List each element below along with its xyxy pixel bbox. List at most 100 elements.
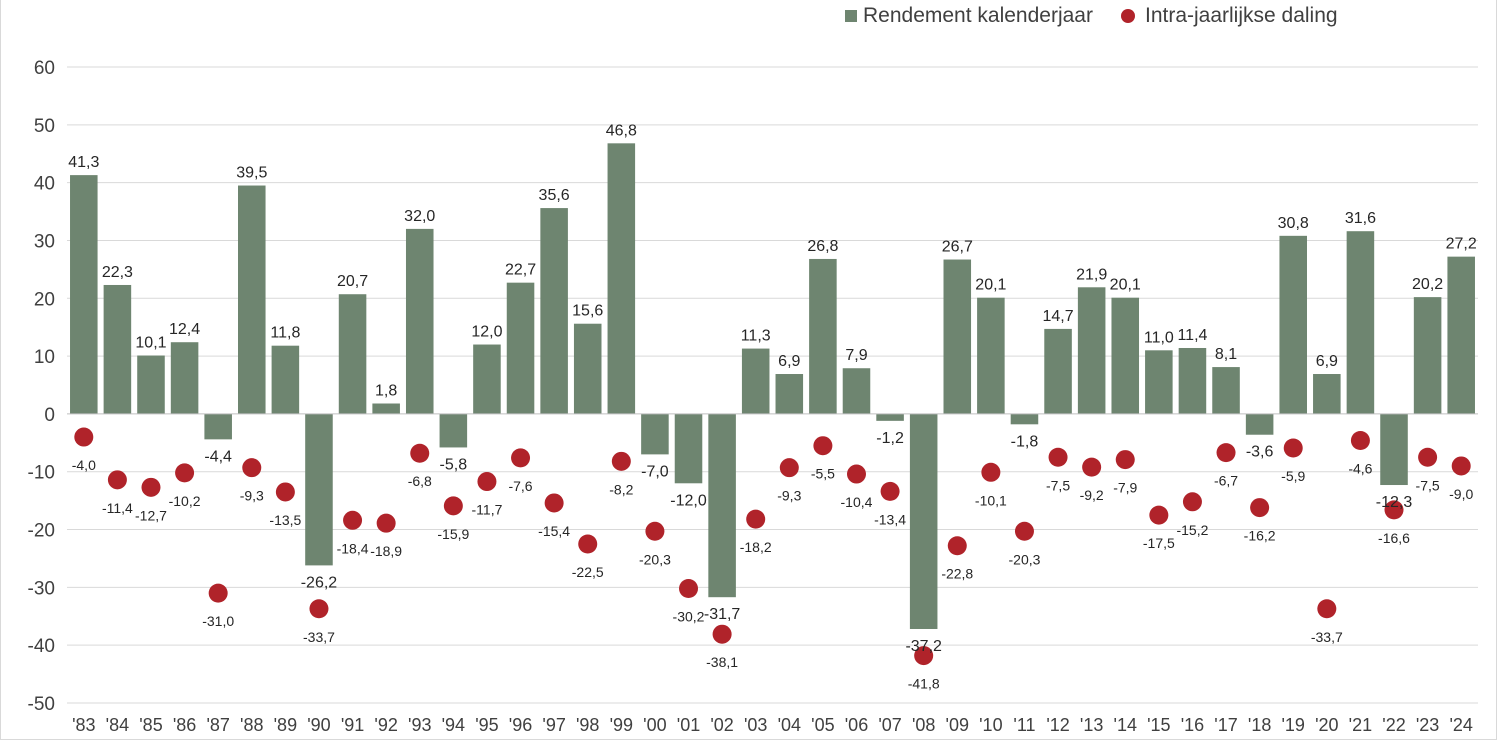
x-tick-label: '84 [106,715,129,735]
dot-label: -18,2 [740,539,772,555]
bar [1111,297,1140,414]
bar-label: 11,8 [270,325,300,342]
dot-label: -38,1 [706,654,738,670]
x-tick-label: '98 [576,715,599,735]
x-tick-label: '11 [1013,715,1035,735]
dot-label: -22,8 [941,566,973,582]
bar [305,413,333,566]
x-tick-label: '94 [442,715,465,735]
x-tick-label: '06 [845,715,868,735]
bar [540,208,568,414]
x-tick-label: '99 [610,715,633,735]
bar [674,413,703,484]
x-tick-label: '04 [778,715,801,735]
dot-label: -17,5 [1143,535,1175,551]
bar-label: 14,7 [1042,308,1073,325]
dot-label: -10,4 [841,494,873,510]
bar-label: 15,6 [572,303,603,320]
bar-label: 46,8 [606,122,637,139]
legend-label-returns: Rendement kalenderjaar [863,4,1093,27]
y-tick-label: -10 [28,463,55,484]
drawdown-dot [645,521,665,541]
drawdown-dot [410,443,430,463]
x-tick-label: '21 [1349,715,1372,735]
drawdown-dot [1283,438,1303,458]
x-tick-label: '19 [1281,715,1304,735]
drawdown-dot [1317,599,1337,619]
drawdown-dot [914,646,934,666]
drawdown-dot [846,464,866,484]
y-tick-label: 0 [44,405,55,426]
bar-label: 11,4 [1177,327,1207,344]
bar [237,185,266,414]
bar [271,345,300,414]
bar [506,282,535,414]
bar [1447,256,1475,414]
drawdown-dot [1115,450,1135,470]
bar-label: 30,8 [1278,215,1309,232]
bar-label: -5,8 [440,456,468,473]
drawdown-dot [1182,492,1202,512]
bar [338,294,367,414]
bar [1145,350,1173,414]
bar-label: -12,3 [1376,494,1413,511]
dot-label: -30,2 [673,609,705,625]
dot-label: -9,0 [1449,486,1473,502]
bar-label: -31,7 [704,606,741,623]
x-tick-label: '13 [1080,715,1103,735]
bar-label: 20,2 [1412,276,1443,293]
bar-label: -37,2 [905,638,942,655]
y-tick-label: -50 [28,694,55,715]
drawdown-dot [1048,447,1068,467]
bar-label: -3,6 [1246,444,1274,461]
x-tick-label: '18 [1248,715,1271,735]
bar-label: 41,3 [68,154,99,171]
dot-label: -9,3 [240,488,264,504]
x-tick-label: '88 [240,715,263,735]
x-tick-label: '96 [509,715,532,735]
dot-label: -20,3 [1009,551,1041,567]
bar [909,413,938,629]
y-tick-label: -30 [28,578,55,599]
x-tick-label: '23 [1416,715,1439,735]
bar [977,297,1005,414]
drawdown-dot [1250,498,1270,518]
bar-label: 12,4 [169,321,200,338]
bar [1346,231,1375,414]
legend: Rendement kalenderjaar Intra-jaarlijkse … [845,2,1366,30]
drawdown-dot [107,470,127,490]
dot-label: -10,2 [169,493,201,509]
x-tick-label: '22 [1382,715,1405,735]
bar [741,348,770,414]
drawdown-dot [208,583,228,603]
drawdown-dot [1082,457,1102,477]
bar [473,344,501,414]
bar [641,413,669,455]
legend-label-drawdown: Intra-jaarlijkse daling [1144,4,1338,27]
bar [1077,287,1106,414]
bar-label: 26,8 [807,238,838,255]
dot-label: -4,6 [1348,461,1372,477]
bar-label: 11,3 [741,328,771,345]
x-tick-label: '02 [710,715,733,735]
bar-label: -1,8 [1011,433,1039,450]
bar-label: -7,0 [641,463,669,480]
legend-dot-swatch [1120,9,1135,23]
drawdown-dot [443,496,463,516]
dot-label: -13,5 [269,512,301,528]
x-tick-label: '01 [677,715,700,735]
drawdown-dot [309,599,329,619]
dot-label: -33,7 [303,629,335,645]
bar-label: 6,9 [1316,353,1338,370]
dot-label: -13,4 [874,511,906,527]
dot-label: -12,7 [135,507,167,523]
bar-label: 12,0 [471,324,502,341]
bar [708,413,736,598]
x-tick-label: '93 [408,715,431,735]
drawdown-dot [141,477,161,497]
bar-label: 35,6 [539,187,570,204]
dot-labels: -4,0 -11,4 -12,7-10,2 -31,0 -9,3 -13,5 -33,7 -1… [72,457,1474,692]
bar-label: 8,1 [1215,346,1237,363]
bar-label: -26,2 [301,574,338,591]
